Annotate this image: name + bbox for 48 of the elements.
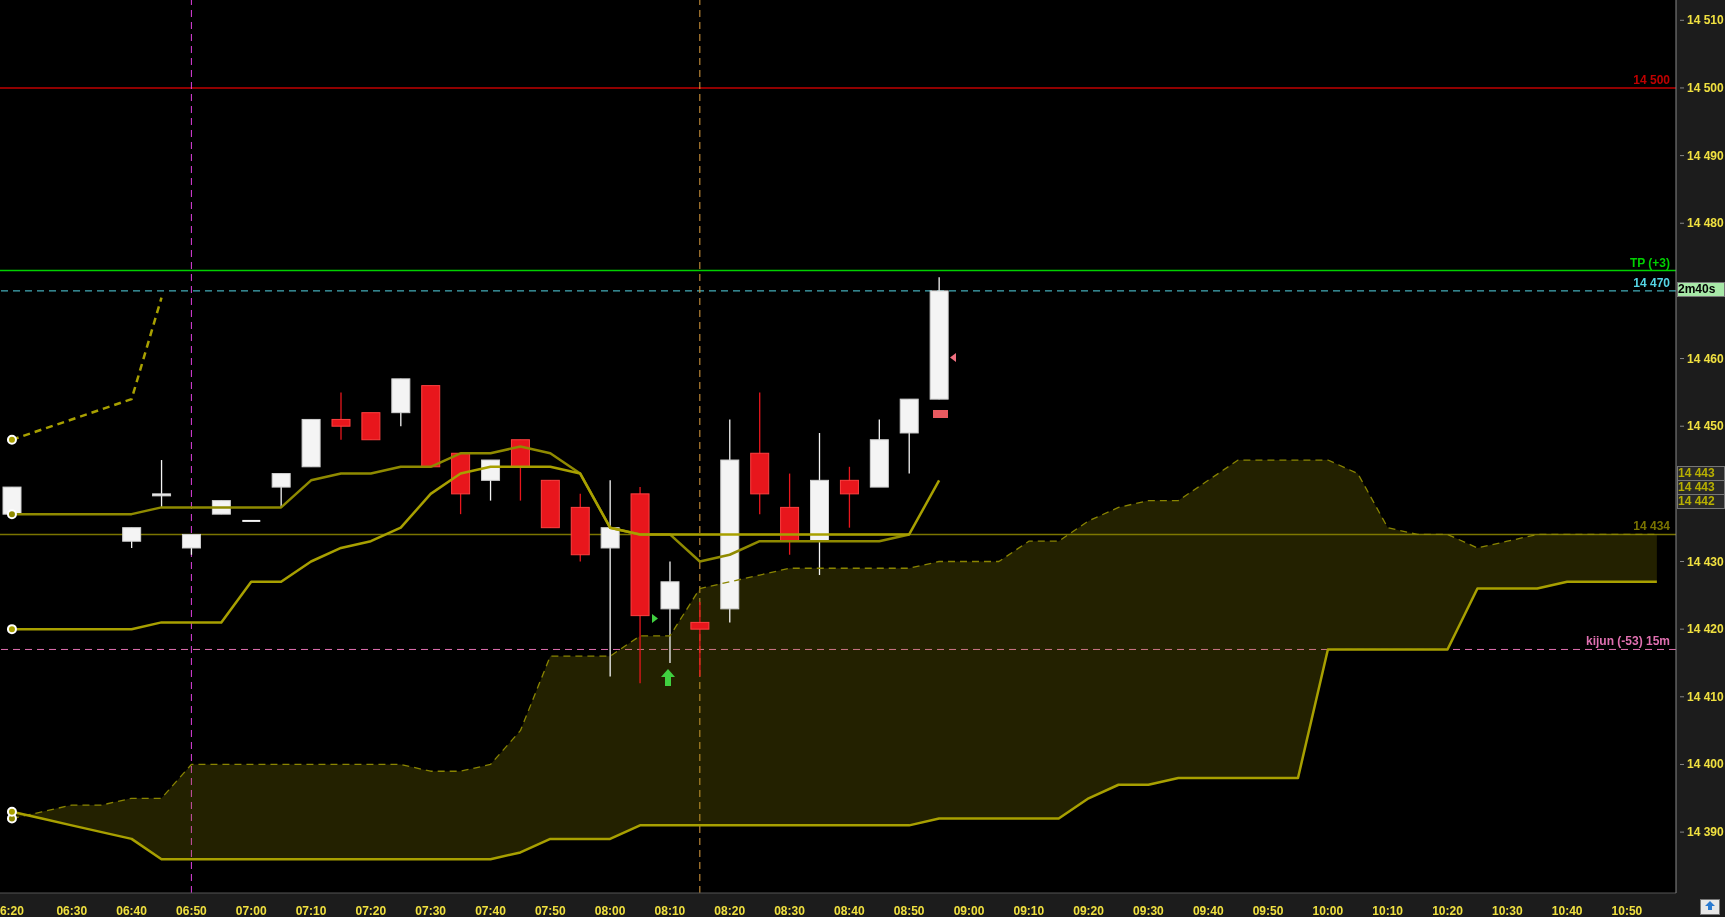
x-tick-label: 07:40 [475,904,507,917]
x-tick-label: 09:30 [1133,904,1165,917]
x-tick-label: 10:40 [1551,904,1583,917]
x-tick-label: 10:00 [1312,904,1344,917]
x-tick-label: 08:30 [774,904,806,917]
y-tick-label: 14 500 [1687,80,1725,95]
x-tick-label: 07:10 [295,904,327,917]
y-tick-label: 14 450 [1687,419,1725,434]
text: 2m40s [1677,282,1725,297]
text: 14 442 [1677,494,1725,509]
x-tick-label: 09:50 [1252,904,1284,917]
ref-line-label: kijun (-53) 15m [1585,634,1670,649]
x-tick-label: 08:20 [714,904,746,917]
x-tick-label: 07:20 [355,904,387,917]
x-tick-label: 06:30 [56,904,88,917]
y-tick-label: 14 390 [1687,825,1725,840]
x-tick-label: 10:50 [1611,904,1643,917]
text: 14 443 [1677,466,1725,481]
y-tick-label: 14 460 [1687,351,1725,366]
y-tick-label: 14 410 [1687,689,1725,704]
x-tick-label: 09:10 [1013,904,1045,917]
x-tick-label: 09:20 [1073,904,1105,917]
x-tick-label: 09:00 [953,904,985,917]
x-tick-label: 06:50 [176,904,208,917]
y-tick-label: 14 400 [1687,757,1725,772]
ref-line-label: TP (+3) [1629,255,1670,270]
x-tick-label: 08:50 [893,904,925,917]
x-tick-label: 08:10 [654,904,686,917]
x-tick-label: 06:40 [116,904,148,917]
y-tick-label: 14 480 [1687,216,1725,231]
x-tick-label: 07:50 [534,904,566,917]
ref-line-label: 14 434 [1633,519,1671,534]
x-tick-label: 07:00 [235,904,267,917]
x-tick-label: 08:40 [834,904,866,917]
x-tick-label: 10:30 [1491,904,1523,917]
x-tick-label: 07:30 [415,904,447,917]
x-tick-label: 6:20 [0,904,25,917]
y-tick-label: 14 490 [1687,148,1725,163]
text: 14 443 [1677,480,1725,495]
ref-line-label: 14 500 [1633,72,1671,87]
x-tick-label: 10:20 [1432,904,1464,917]
y-tick-label: 14 420 [1687,622,1725,637]
ref-line-label: 14 470 [1633,275,1671,290]
x-tick-label: 09:40 [1192,904,1224,917]
x-tick-label: 10:10 [1372,904,1404,917]
y-tick-label: 14 430 [1687,554,1725,569]
x-tick-label: 08:00 [594,904,626,917]
y-tick-label: 14 510 [1687,13,1725,28]
